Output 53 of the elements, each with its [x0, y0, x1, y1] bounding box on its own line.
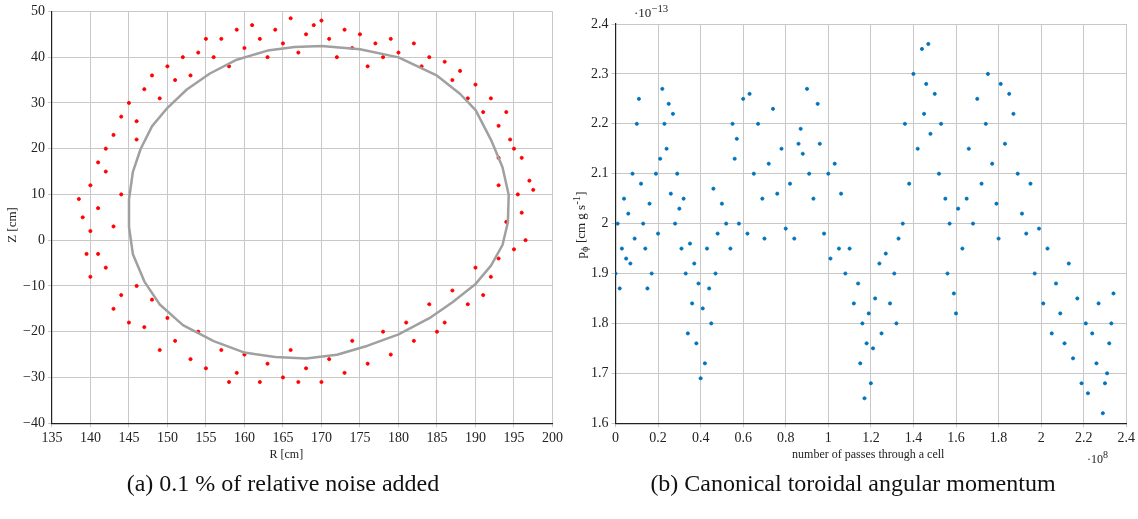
x-axis-title: number of passes through a cell [792, 447, 945, 462]
x-tick-label: 135 [41, 430, 63, 446]
x-axis-title: R [cm] [269, 447, 304, 462]
y-axis-title: Z [cm] [4, 207, 20, 243]
x-tick-label: 1 [824, 430, 832, 446]
text: (a) 0.1 % of relative noise added [125, 470, 441, 497]
y-tick-label: 1.6 [591, 414, 609, 430]
y-tick-label: 2.3 [591, 65, 609, 81]
x-tick-label: 1.8 [989, 430, 1008, 446]
y-tick-label: −30 [22, 369, 45, 385]
x-tick-label: 195 [503, 430, 525, 446]
x-tick-label: 140 [79, 430, 101, 446]
x-tick-label: 190 [464, 430, 486, 446]
y-tick-label: 50 [30, 3, 45, 19]
y-tick-label: −40 [22, 414, 45, 430]
y-tick-label: 2.4 [591, 15, 609, 31]
y-tick-label: 2.2 [591, 115, 609, 131]
x-tick-label: 170 [310, 430, 332, 446]
text: ·10$^{−13}$ [634, 2, 669, 22]
x-tick-label: 0 [612, 430, 619, 446]
x-tick-label: 155 [195, 430, 217, 446]
y-tick-label: 1.8 [591, 315, 609, 331]
y-tick-label: 10 [30, 186, 45, 202]
y-tick-label: 0 [37, 231, 45, 247]
y-tick-label: 40 [30, 48, 45, 64]
x-tick-label: 2.2 [1074, 430, 1093, 446]
x-tick-label: 160 [233, 430, 255, 446]
y-tick-label: 30 [30, 94, 45, 110]
x-tick-label: 2.4 [1117, 430, 1135, 446]
x-tick-label: 0.6 [734, 430, 752, 446]
y-tick-label: −20 [22, 323, 45, 339]
x-tick-label: 150 [156, 430, 178, 446]
x-tick-label: 180 [387, 430, 409, 446]
y-tick-label: 2 [601, 215, 609, 231]
y-tick-label: −10 [22, 277, 45, 293]
x-tick-label: 0.2 [649, 430, 667, 446]
y-tick-label: 20 [30, 140, 45, 156]
x-tick-label: 0.8 [777, 430, 795, 446]
text: (b) Canonical toroidal angular momentum [649, 470, 1057, 497]
y-tick-label: 1.7 [591, 364, 609, 380]
x-tick-label: 1.2 [862, 430, 880, 446]
y-tick-label: 1.9 [591, 265, 609, 281]
x-tick-label: 175 [349, 430, 371, 446]
x-tick-label: 185 [426, 430, 448, 446]
x-tick-label: 1.4 [904, 430, 923, 446]
x-tick-label: 145 [118, 430, 140, 446]
x-tick-label: 165 [272, 430, 294, 446]
y-tick-label: 2.1 [591, 165, 609, 181]
x-tick-label: 0.4 [691, 430, 710, 446]
x-tick-label: 200 [542, 430, 563, 446]
text: ·10$^{8}$ [1087, 449, 1108, 467]
x-tick-label: 1.6 [947, 430, 965, 446]
x-tick-label: 2 [1037, 430, 1045, 446]
